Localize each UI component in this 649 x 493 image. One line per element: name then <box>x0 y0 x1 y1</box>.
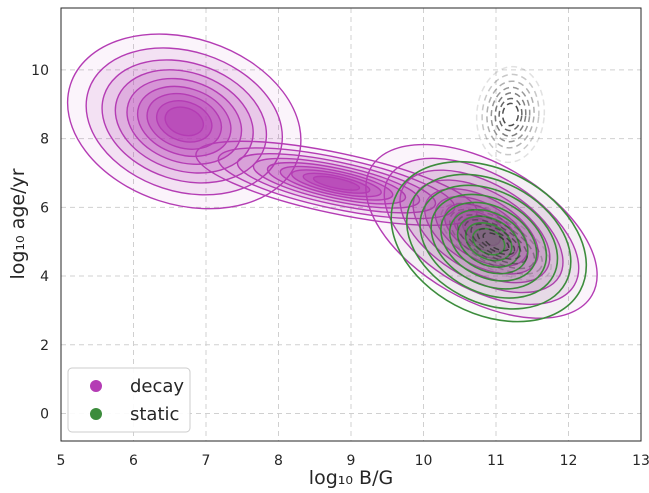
x-tick-label: 10 <box>415 453 433 469</box>
x-tick-label: 13 <box>632 453 649 469</box>
legend-marker-decay <box>90 380 102 392</box>
static-contour <box>390 160 588 323</box>
decay-contour <box>85 47 284 196</box>
legend: decay static <box>67 367 191 433</box>
static-contour <box>440 201 538 282</box>
dashed-contour <box>475 65 546 164</box>
y-tick-label: 8 <box>40 132 49 148</box>
dashed-contour <box>498 97 523 132</box>
legend-label-decay: decay <box>130 376 184 397</box>
dashed-contours <box>440 65 552 281</box>
dashed-contour <box>486 80 535 149</box>
x-axis-label: log₁₀ B/G <box>309 467 393 489</box>
legend-label-static: static <box>130 404 179 425</box>
decay-contour <box>236 152 437 214</box>
legend-marker-static <box>90 408 102 420</box>
x-tick-label: 9 <box>347 453 356 469</box>
x-tick-label: 6 <box>129 453 138 469</box>
decay-contour <box>291 169 382 198</box>
x-axis-ticks: 5 6 7 8 9 10 11 12 13 <box>57 453 649 469</box>
dashed-contour <box>501 102 520 127</box>
y-tick-label: 10 <box>31 63 49 79</box>
dashed-contour <box>490 86 531 143</box>
decay-contour <box>217 147 456 220</box>
decay-contour <box>114 69 254 174</box>
dashed-contour <box>448 208 544 275</box>
y-tick-label: 6 <box>40 200 49 216</box>
static-contour <box>464 221 513 262</box>
dashed-contour <box>456 214 536 270</box>
y-axis-ticks: 0 2 4 6 8 10 <box>31 63 49 423</box>
decay-contours <box>66 33 598 319</box>
dashed-contour <box>440 202 552 281</box>
dashed-contour <box>481 73 540 156</box>
decay-contour <box>195 140 478 226</box>
decay-contour <box>146 92 223 150</box>
x-tick-label: 7 <box>202 453 211 469</box>
dashed-contour <box>463 219 529 265</box>
decay-contour <box>155 100 213 143</box>
y-tick-label: 4 <box>40 269 49 285</box>
decay-contour <box>164 106 205 137</box>
plot-frame <box>60 7 642 442</box>
y-axis-label: log₁₀ age/yr <box>7 168 29 279</box>
x-tick-label: 8 <box>274 453 283 469</box>
y-tick-label: 2 <box>40 338 49 354</box>
static-contour <box>405 173 572 310</box>
dashed-contour <box>494 92 527 137</box>
static-contour <box>419 184 559 299</box>
decay-contour <box>312 175 361 191</box>
decay-contour <box>66 33 302 210</box>
x-tick-label: 11 <box>487 453 505 469</box>
decay-contour <box>302 172 371 194</box>
x-tick-label: 12 <box>560 453 578 469</box>
decay-contour <box>279 165 394 201</box>
y-tick-label: 0 <box>40 407 49 423</box>
decay-contour <box>266 161 407 205</box>
static-contour <box>430 193 548 290</box>
decay-contour <box>383 157 580 306</box>
dashed-contour <box>476 227 516 256</box>
dashed-contour <box>470 223 522 260</box>
x-tick-label: 5 <box>57 453 66 469</box>
